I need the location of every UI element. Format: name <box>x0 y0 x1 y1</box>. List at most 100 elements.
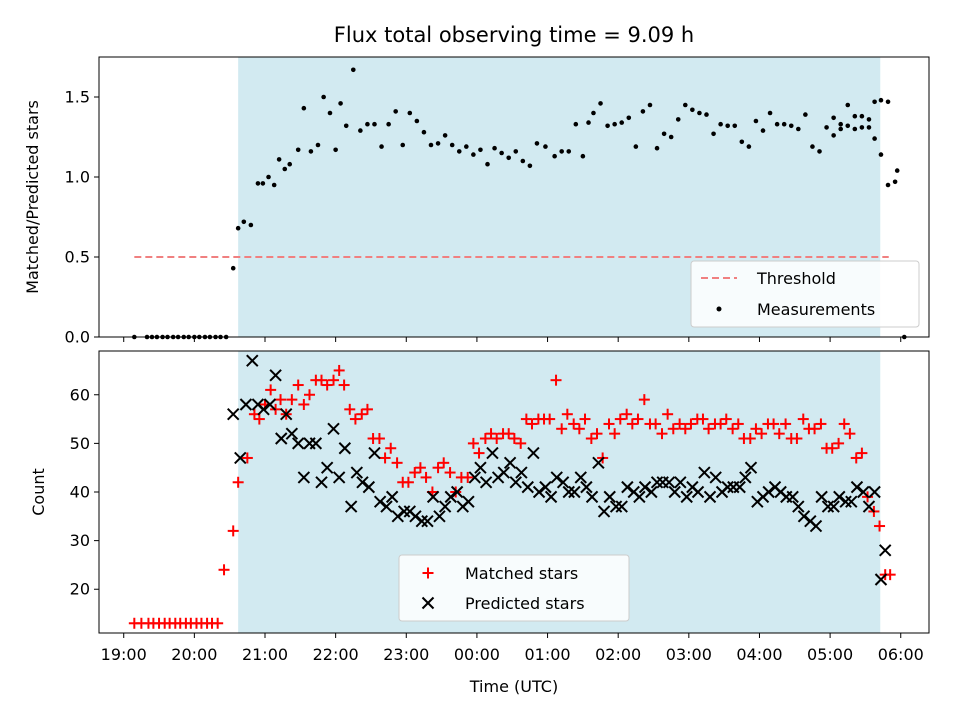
matched-star-marker <box>402 476 414 488</box>
matched-star-marker <box>621 408 633 420</box>
measurement-point <box>343 123 349 129</box>
bottom-y-tick-label: 60 <box>70 385 90 404</box>
predicted-star-marker <box>721 480 734 494</box>
measurement-point <box>365 121 370 127</box>
bottom-y-tick-label: 30 <box>70 531 90 550</box>
matched-star-marker <box>227 525 239 537</box>
bottom-legend-box <box>398 554 630 622</box>
x-ticks: 19:00 20:00 21:00 22:00 23:00 00:00 01:00 02:00… <box>101 633 924 664</box>
measurement-point <box>718 121 723 127</box>
measurement-point <box>552 153 557 159</box>
matched-star-marker <box>715 418 727 430</box>
measurement-point <box>767 110 773 116</box>
measurement-point <box>520 158 526 164</box>
predicted-star-marker <box>239 398 253 411</box>
measurement-point <box>661 131 667 137</box>
predicted-star-marker <box>421 514 434 528</box>
predicted-star-marker <box>638 480 652 494</box>
predicted-star-marker <box>486 446 499 460</box>
matched-star-marker <box>585 433 597 445</box>
measurement-point <box>605 123 610 129</box>
matched-legend-swatch <box>422 567 434 579</box>
matched-star-marker <box>732 418 744 430</box>
matched-star-marker <box>467 437 479 449</box>
measurement-point <box>379 144 384 149</box>
matched-star-marker <box>568 418 580 430</box>
matched-star-marker <box>650 418 662 430</box>
predicted-star-marker <box>850 480 864 494</box>
measurement-point <box>866 125 872 130</box>
matched-star-marker <box>573 423 585 435</box>
measurement-point <box>626 115 632 121</box>
predicted-star-marker <box>320 461 334 474</box>
predicted-star-marker <box>521 480 534 494</box>
measurement-point <box>386 121 391 127</box>
x-tick-label: 02:00 <box>595 645 641 664</box>
measurement-point <box>287 161 293 167</box>
matched-star-marker <box>253 413 265 425</box>
measurement-point <box>725 123 730 129</box>
x-tick-label: 05:00 <box>807 645 853 664</box>
measurement-point <box>260 181 266 186</box>
predicted-star-marker <box>562 485 575 499</box>
predicted-legend-swatch <box>421 596 435 610</box>
predicted-star-marker <box>479 476 493 489</box>
measurement-point <box>817 149 822 154</box>
predicted-star-marker <box>444 490 457 504</box>
predicted-star-marker <box>275 432 288 445</box>
measurement-point <box>810 144 815 149</box>
matched-star-marker <box>491 433 503 445</box>
measurement-point <box>327 110 333 116</box>
measurement-point <box>619 120 625 125</box>
predicted-star-marker <box>550 471 563 484</box>
top-axes-frame <box>98 56 930 338</box>
top-legend-box <box>690 260 920 328</box>
predicted-star-marker <box>246 354 259 367</box>
matched-star-marker <box>321 379 333 391</box>
predicted-star-marker <box>438 500 452 513</box>
matched-star-marker <box>338 379 350 391</box>
predicted-stars-markers <box>227 354 892 586</box>
predicted-star-marker <box>733 480 746 494</box>
predicted-star-marker <box>385 490 399 504</box>
predicted-star-marker <box>433 510 446 523</box>
measurement-point <box>640 109 646 114</box>
predicted-star-marker <box>862 500 876 513</box>
predicted-star-marker <box>762 485 775 499</box>
predicted-star-marker <box>674 476 687 489</box>
measurement-point <box>647 102 653 108</box>
matched-star-marker <box>638 394 650 406</box>
x-tick-label: 19:00 <box>101 645 147 664</box>
matched-star-marker <box>591 428 603 440</box>
measurement-point <box>711 131 716 137</box>
predicted-star-marker <box>527 446 540 460</box>
predicted-star-marker <box>297 471 311 484</box>
measurements-legend-swatch <box>716 306 722 312</box>
measurement-point <box>407 110 413 116</box>
measurement-point <box>321 94 326 100</box>
measurement-point <box>774 121 780 127</box>
matched-star-marker <box>304 389 316 401</box>
matched-star-marker <box>526 418 538 430</box>
measurement-point <box>464 144 469 149</box>
bottom-legend: Matched stars Predicted stars <box>398 554 630 622</box>
matched-star-marker <box>356 408 368 420</box>
predicted-legend-label: Predicted stars <box>465 594 585 613</box>
measurement-point <box>559 149 564 154</box>
matched-star-marker <box>614 413 626 425</box>
measurement-point <box>350 67 356 73</box>
predicted-star-marker <box>698 466 711 479</box>
bottom-y-tick-label: 50 <box>70 434 90 453</box>
predicted-star-marker <box>315 476 328 489</box>
matched-star-marker <box>508 433 520 445</box>
bottom-y-tick-label: 20 <box>70 580 90 599</box>
matched-star-marker <box>815 418 827 430</box>
predicted-star-marker <box>356 476 369 489</box>
predicted-star-marker <box>426 490 440 504</box>
top-y-axis-label: Matched/Predicted stars <box>23 100 42 294</box>
measurement-point <box>878 152 884 157</box>
predicted-star-marker <box>350 466 364 479</box>
measurement-point <box>471 152 476 157</box>
predicted-star-marker <box>415 514 429 528</box>
predicted-star-marker <box>309 437 323 450</box>
